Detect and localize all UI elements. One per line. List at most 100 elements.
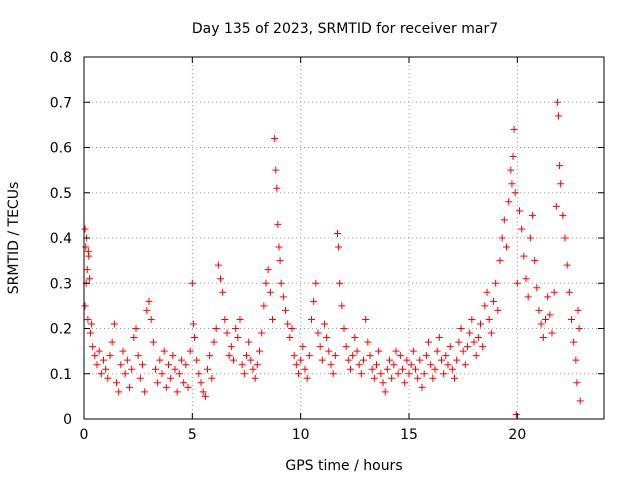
data-point	[561, 234, 569, 242]
data-point	[451, 374, 458, 382]
data-point	[438, 356, 445, 364]
data-point	[227, 343, 235, 351]
data-point	[134, 352, 142, 360]
data-point	[470, 338, 478, 346]
data-point	[394, 370, 402, 378]
data-point	[162, 383, 170, 391]
data-point	[500, 216, 508, 224]
data-point	[225, 352, 233, 360]
data-point	[245, 338, 253, 346]
data-point	[251, 374, 259, 382]
data-point	[303, 374, 311, 382]
data-point	[128, 365, 136, 373]
data-point	[464, 343, 471, 351]
data-point	[418, 383, 426, 391]
data-point	[431, 365, 439, 373]
grid-lines	[83, 56, 604, 420]
data-point	[321, 320, 328, 328]
data-point	[334, 229, 341, 237]
data-point	[276, 257, 284, 265]
data-point	[559, 211, 567, 219]
data-point	[373, 361, 380, 369]
data-point	[370, 374, 378, 382]
y-axis-label: SRMTID / TECUs	[6, 182, 22, 295]
data-point	[362, 315, 370, 323]
data-point	[573, 379, 581, 387]
data-point	[81, 302, 89, 310]
data-point	[553, 98, 561, 106]
data-point	[279, 293, 287, 301]
data-point	[386, 356, 393, 364]
data-point	[442, 352, 450, 360]
data-point	[184, 383, 192, 391]
data-point	[169, 352, 177, 360]
data-point	[366, 352, 374, 360]
data-point	[297, 356, 305, 364]
data-point	[420, 370, 428, 378]
data-point	[537, 320, 545, 328]
data-point	[336, 279, 344, 287]
data-point	[171, 365, 179, 373]
data-point	[544, 293, 552, 301]
data-point	[556, 162, 564, 170]
data-point	[526, 234, 534, 242]
data-point	[201, 392, 209, 400]
data-point	[284, 320, 292, 328]
data-point	[178, 356, 185, 364]
data-point	[496, 257, 504, 265]
data-point	[180, 379, 188, 387]
data-point	[539, 334, 547, 342]
data-point	[312, 279, 320, 287]
data-point	[409, 347, 417, 355]
data-point	[210, 338, 218, 346]
data-point	[188, 279, 196, 287]
data-point	[522, 275, 530, 283]
data-point	[243, 352, 250, 360]
data-point	[360, 356, 367, 364]
data-point	[136, 374, 144, 382]
data-point	[156, 356, 164, 364]
data-point	[570, 338, 578, 346]
data-point	[266, 288, 274, 296]
data-point	[299, 343, 307, 351]
data-point	[126, 383, 133, 391]
data-point	[403, 356, 411, 364]
data-point	[524, 293, 532, 301]
data-point	[305, 352, 313, 360]
data-point	[574, 306, 582, 314]
data-point	[407, 361, 415, 369]
data-point	[327, 361, 335, 369]
data-point	[351, 334, 359, 342]
data-point	[490, 297, 497, 305]
data-point	[314, 329, 322, 337]
data-point	[557, 180, 565, 188]
data-point	[516, 207, 523, 215]
data-point	[97, 370, 105, 378]
data-point	[511, 189, 519, 197]
data-point	[108, 338, 116, 346]
data-point	[531, 257, 539, 265]
data-point	[323, 334, 331, 342]
data-point	[182, 361, 190, 369]
data-point	[457, 325, 465, 332]
x-axis-label: GPS time / hours	[285, 458, 402, 474]
data-point	[240, 370, 248, 378]
data-point	[219, 288, 227, 296]
data-point	[498, 234, 506, 242]
data-point	[85, 275, 93, 283]
y-tick-label: 0.3	[50, 276, 72, 292]
y-tick-label: 0.8	[50, 50, 72, 66]
data-point	[286, 334, 294, 342]
data-point	[335, 243, 343, 251]
data-point	[550, 288, 558, 296]
data-point	[217, 275, 224, 283]
data-point	[212, 325, 220, 332]
y-tick-label: 0.6	[50, 141, 72, 157]
data-point	[100, 356, 107, 364]
data-point	[249, 365, 257, 373]
data-point	[318, 356, 326, 364]
data-point	[301, 365, 309, 373]
data-point	[258, 329, 266, 337]
data-point	[260, 302, 268, 310]
data-point	[494, 306, 502, 314]
